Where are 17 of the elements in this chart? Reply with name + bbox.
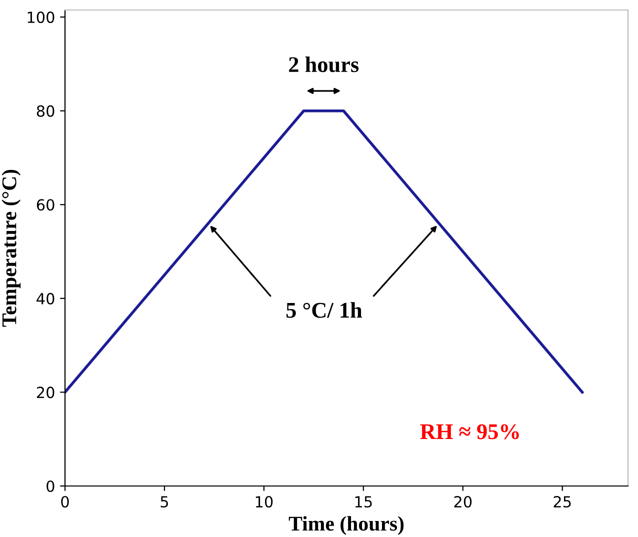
x-tick-label: 10 — [256, 496, 273, 508]
y-tick-label: 100 — [28, 12, 54, 24]
y-tick-label: 20 — [36, 386, 54, 398]
annotation: RH ≈ 95% — [420, 424, 519, 440]
y-axis-title: Temperature (°C) — [2, 170, 21, 327]
annotation: 5 °C/ 1h — [286, 302, 362, 318]
y-tick-label: 60 — [36, 199, 54, 211]
annotation: 2 hours — [289, 56, 359, 72]
x-tick-label: 20 — [454, 496, 472, 508]
x-tick-label: 15 — [355, 496, 372, 508]
x-tick-label: 5 — [160, 496, 168, 508]
x-tick-label: 25 — [554, 496, 571, 508]
y-tick-label: 40 — [36, 292, 54, 304]
y-tick-label: 0 — [46, 480, 54, 492]
x-tick-label: 0 — [61, 496, 69, 508]
x-axis-title: Time (hours) — [288, 516, 404, 535]
y-tick-label: 80 — [36, 105, 54, 117]
